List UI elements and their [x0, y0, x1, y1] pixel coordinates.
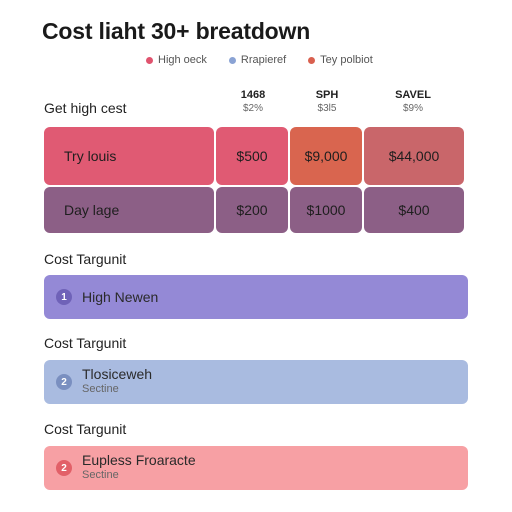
section-bar-eupless[interactable]: 2 Eupless Froaracte Sectine — [44, 446, 468, 490]
section-bar-high-newen[interactable]: 1 High Newen — [44, 275, 468, 319]
row-value-cell: $9,000 — [290, 127, 362, 185]
legend-item-pilot: Tey polbiot — [308, 54, 373, 66]
number-badge-icon: 2 — [56, 460, 72, 476]
row-name-cell: Try louis — [44, 127, 214, 185]
row-value-cell: $200 — [216, 187, 288, 233]
number-badge-icon: 1 — [56, 289, 72, 305]
legend-item-high-check: High oeck — [146, 54, 207, 66]
column-header-sub: $9% — [402, 103, 423, 114]
section-bar-title: Tlosiceweh — [82, 366, 153, 382]
row-name-cell: Day lage — [44, 187, 214, 233]
column-header-3: SAVEL $9% — [378, 88, 448, 116]
column-header-sub: $3l5 — [317, 103, 337, 114]
legend-label: High oeck — [158, 54, 207, 66]
legend-item-reference: Rrapieref — [228, 54, 287, 66]
legend-label: Tey polbiot — [320, 54, 373, 66]
column-header-title: SAVEL — [395, 89, 431, 101]
section-label: Cost Targunit — [44, 335, 127, 351]
page-title: Cost liaht 30+ breatdown — [42, 18, 311, 44]
section-bar-subtitle: Sectine — [82, 383, 119, 395]
legend-label: Rrapieref — [240, 54, 287, 66]
section-label: Cost Targunit — [44, 421, 127, 437]
section-bar-tlosiceweh[interactable]: 2 Tlosiceweh Sectine — [44, 360, 468, 404]
column-header-sub: $2% — [242, 103, 263, 114]
table-section-label: Get high cest — [44, 100, 127, 116]
column-header-title: 1468 — [240, 89, 266, 101]
column-header-1: 1468 $2% — [218, 88, 288, 116]
section-bar-title: Eupless Froaracte — [82, 452, 196, 468]
row-value-cell: $1000 — [290, 187, 362, 233]
column-header-2: SPH $3l5 — [292, 88, 362, 116]
table-row[interactable]: Try louis $500 $9,000 $44,000 — [44, 127, 464, 185]
table-row[interactable]: Day lage $200 $1000 $400 — [44, 187, 464, 233]
section-bar-subtitle: Sectine — [82, 469, 119, 481]
section-label: Cost Targunit — [44, 251, 127, 267]
legend-dot-icon — [228, 56, 236, 64]
legend-dot-icon — [146, 56, 153, 64]
row-value-cell: $500 — [216, 127, 288, 185]
legend-dot-icon — [308, 56, 316, 64]
number-badge-icon: 2 — [56, 374, 72, 390]
section-bar-title: High Newen — [82, 288, 159, 305]
legend: High oeck Rrapieref Tey polbiot — [146, 54, 373, 66]
row-value-cell: $44,000 — [364, 127, 464, 185]
column-header-title: SPH — [315, 89, 339, 101]
row-value-cell: $400 — [364, 187, 464, 233]
